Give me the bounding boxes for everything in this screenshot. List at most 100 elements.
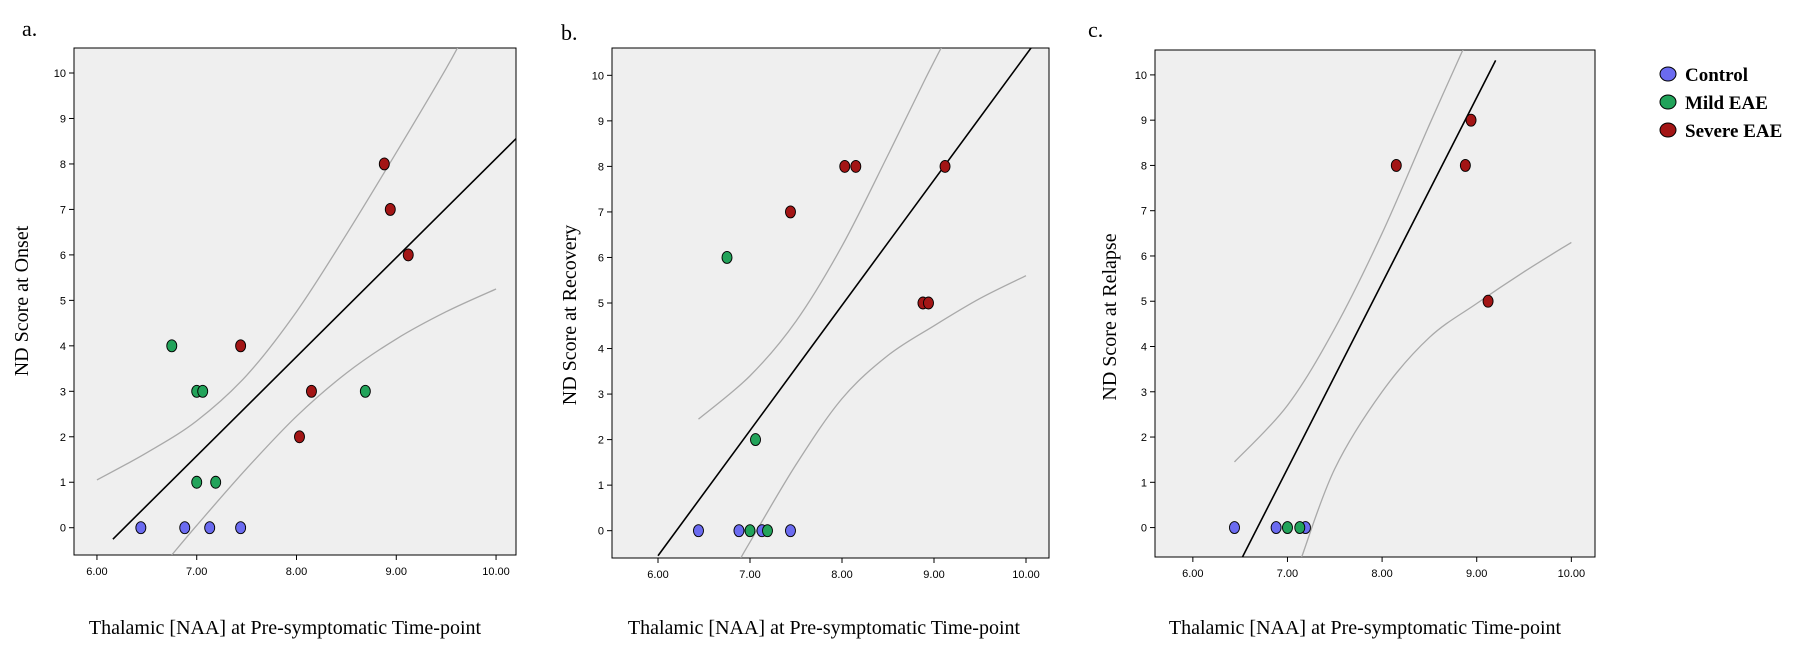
y-tick-label: 8 — [598, 161, 604, 173]
legend-item-control: Control — [1659, 65, 1748, 86]
axis-ticks-c: 6.00 7.00 8.00 9.00 10.00 0 1 2 3 4 5 6 7 8 9 10 — [1135, 70, 1585, 580]
y-tick-label: 5 — [1141, 296, 1147, 308]
x-tick-label: 7.00 — [186, 566, 207, 578]
x-tick-label: 9.00 — [386, 566, 407, 578]
y-tick-label: 7 — [60, 204, 66, 216]
data-point-mild — [1282, 521, 1293, 535]
data-point-severe — [402, 248, 414, 262]
y-tick-label: 8 — [60, 159, 66, 171]
x-axis-label-b: Thalamic [NAA] at Pre-symptomatic Time-p… — [628, 617, 1021, 639]
data-point-mild — [191, 475, 203, 489]
y-tick-label: 5 — [598, 298, 604, 310]
ci-upper-curve — [96, 48, 459, 481]
y-tick-label: 0 — [1141, 523, 1147, 535]
x-tick-label: 8.00 — [831, 569, 852, 581]
y-axis-label-c: ND Score at Relapse — [1099, 233, 1121, 400]
legend-item-severe: Severe EAE — [1659, 121, 1782, 142]
y-tick-label: 6 — [60, 250, 66, 262]
data-point-control — [693, 524, 704, 538]
plot-area-a — [73, 47, 517, 556]
panel-letter-c: c. — [1088, 17, 1103, 42]
y-tick-label: 1 — [598, 480, 604, 492]
y-tick-label: 9 — [1141, 115, 1147, 127]
y-tick-label: 5 — [60, 295, 66, 307]
data-point-control — [135, 521, 147, 535]
y-tick-label: 1 — [60, 477, 66, 489]
data-point-mild — [1294, 521, 1306, 535]
panel-letter-b: b. — [561, 20, 578, 45]
data-point-severe — [1459, 158, 1471, 172]
data-point-severe — [235, 339, 247, 353]
y-tick-label: 10 — [1135, 70, 1147, 82]
x-tick-label: 7.00 — [739, 569, 760, 581]
regression-line — [112, 138, 516, 540]
data-point-mild — [721, 251, 733, 264]
regression-line — [1241, 60, 1497, 557]
y-tick-label: 4 — [1141, 342, 1147, 354]
y-tick-label: 1 — [1141, 477, 1147, 489]
data-point-severe — [384, 202, 396, 216]
points-c — [1229, 113, 1494, 535]
data-point-mild — [359, 384, 371, 398]
data-point-severe — [923, 296, 934, 310]
data-point-severe — [939, 159, 951, 173]
x-tick-label: 10.00 — [1558, 568, 1586, 580]
legend-marker-mild — [1659, 94, 1677, 110]
ci-lower-curve — [740, 275, 1027, 558]
y-tick-label: 2 — [60, 432, 66, 444]
y-tick-label: 2 — [1141, 432, 1147, 444]
y-axis-label-a: ND Score at Onset — [11, 225, 33, 376]
x-tick-label: 10.00 — [1012, 569, 1040, 581]
x-tick-label: 6.00 — [86, 566, 107, 578]
data-point-control — [1270, 521, 1282, 535]
data-point-control — [235, 521, 247, 535]
plot-area-c — [1154, 49, 1596, 558]
data-point-severe — [850, 159, 862, 173]
data-point-severe — [294, 430, 305, 444]
legend: Control Mild EAE Severe EAE — [1659, 65, 1782, 142]
y-tick-label: 3 — [60, 386, 66, 398]
data-point-mild — [197, 384, 209, 398]
y-tick-label: 8 — [1141, 160, 1147, 172]
axis-ticks-a: 6.00 7.00 8.00 9.00 10.00 0 1 2 3 4 5 6 7 8 9 10 — [54, 68, 510, 578]
fit-lines-c — [1234, 50, 1572, 557]
y-tick-label: 10 — [592, 70, 604, 82]
data-point-severe — [1465, 113, 1477, 127]
legend-marker-control — [1659, 66, 1677, 82]
y-tick-label: 3 — [598, 389, 604, 401]
y-tick-label: 6 — [1141, 251, 1147, 263]
data-point-control — [1229, 521, 1240, 535]
data-point-mild — [166, 339, 178, 353]
legend-item-mild: Mild EAE — [1659, 93, 1768, 114]
x-tick-label: 6.00 — [647, 569, 668, 581]
panel-b: b. 6.00 7.00 8.00 9.00 10.00 0 1 2 3 4 5 6 7 8 9 10 Tha… — [559, 20, 1050, 639]
x-tick-label: 8.00 — [1371, 568, 1392, 580]
x-axis-label-c: Thalamic [NAA] at Pre-symptomatic Time-p… — [1169, 617, 1562, 639]
panel-c: c. 6.00 7.00 8.00 9.00 10.00 0 1 2 3 4 5 6 7 8 9 10 Tha… — [1088, 17, 1596, 639]
fit-lines-a — [96, 48, 516, 555]
x-tick-label: 6.00 — [1182, 568, 1203, 580]
data-point-mild — [210, 475, 222, 489]
data-point-mild — [762, 524, 773, 538]
data-point-control — [204, 521, 216, 535]
ci-lower-curve — [171, 288, 497, 555]
x-tick-label: 10.00 — [482, 566, 510, 578]
points-b — [693, 159, 951, 538]
y-tick-label: 9 — [60, 113, 66, 125]
y-tick-label: 3 — [1141, 387, 1147, 399]
data-point-severe — [785, 205, 796, 219]
data-point-severe — [1482, 294, 1494, 308]
legend-label-severe: Severe EAE — [1685, 121, 1782, 142]
data-point-mild — [744, 524, 756, 538]
y-tick-label: 9 — [598, 116, 604, 128]
y-tick-label: 10 — [54, 68, 66, 80]
data-point-mild — [750, 433, 761, 447]
x-tick-label: 7.00 — [1277, 568, 1298, 580]
x-tick-label: 9.00 — [923, 569, 944, 581]
axis-ticks-b: 6.00 7.00 8.00 9.00 10.00 0 1 2 3 4 5 6 7 8 9 10 — [592, 70, 1040, 581]
legend-label-mild: Mild EAE — [1685, 93, 1768, 114]
data-point-severe — [378, 157, 390, 171]
fit-lines-b — [657, 48, 1033, 558]
x-tick-label: 9.00 — [1466, 568, 1487, 580]
y-tick-label: 0 — [598, 526, 604, 538]
